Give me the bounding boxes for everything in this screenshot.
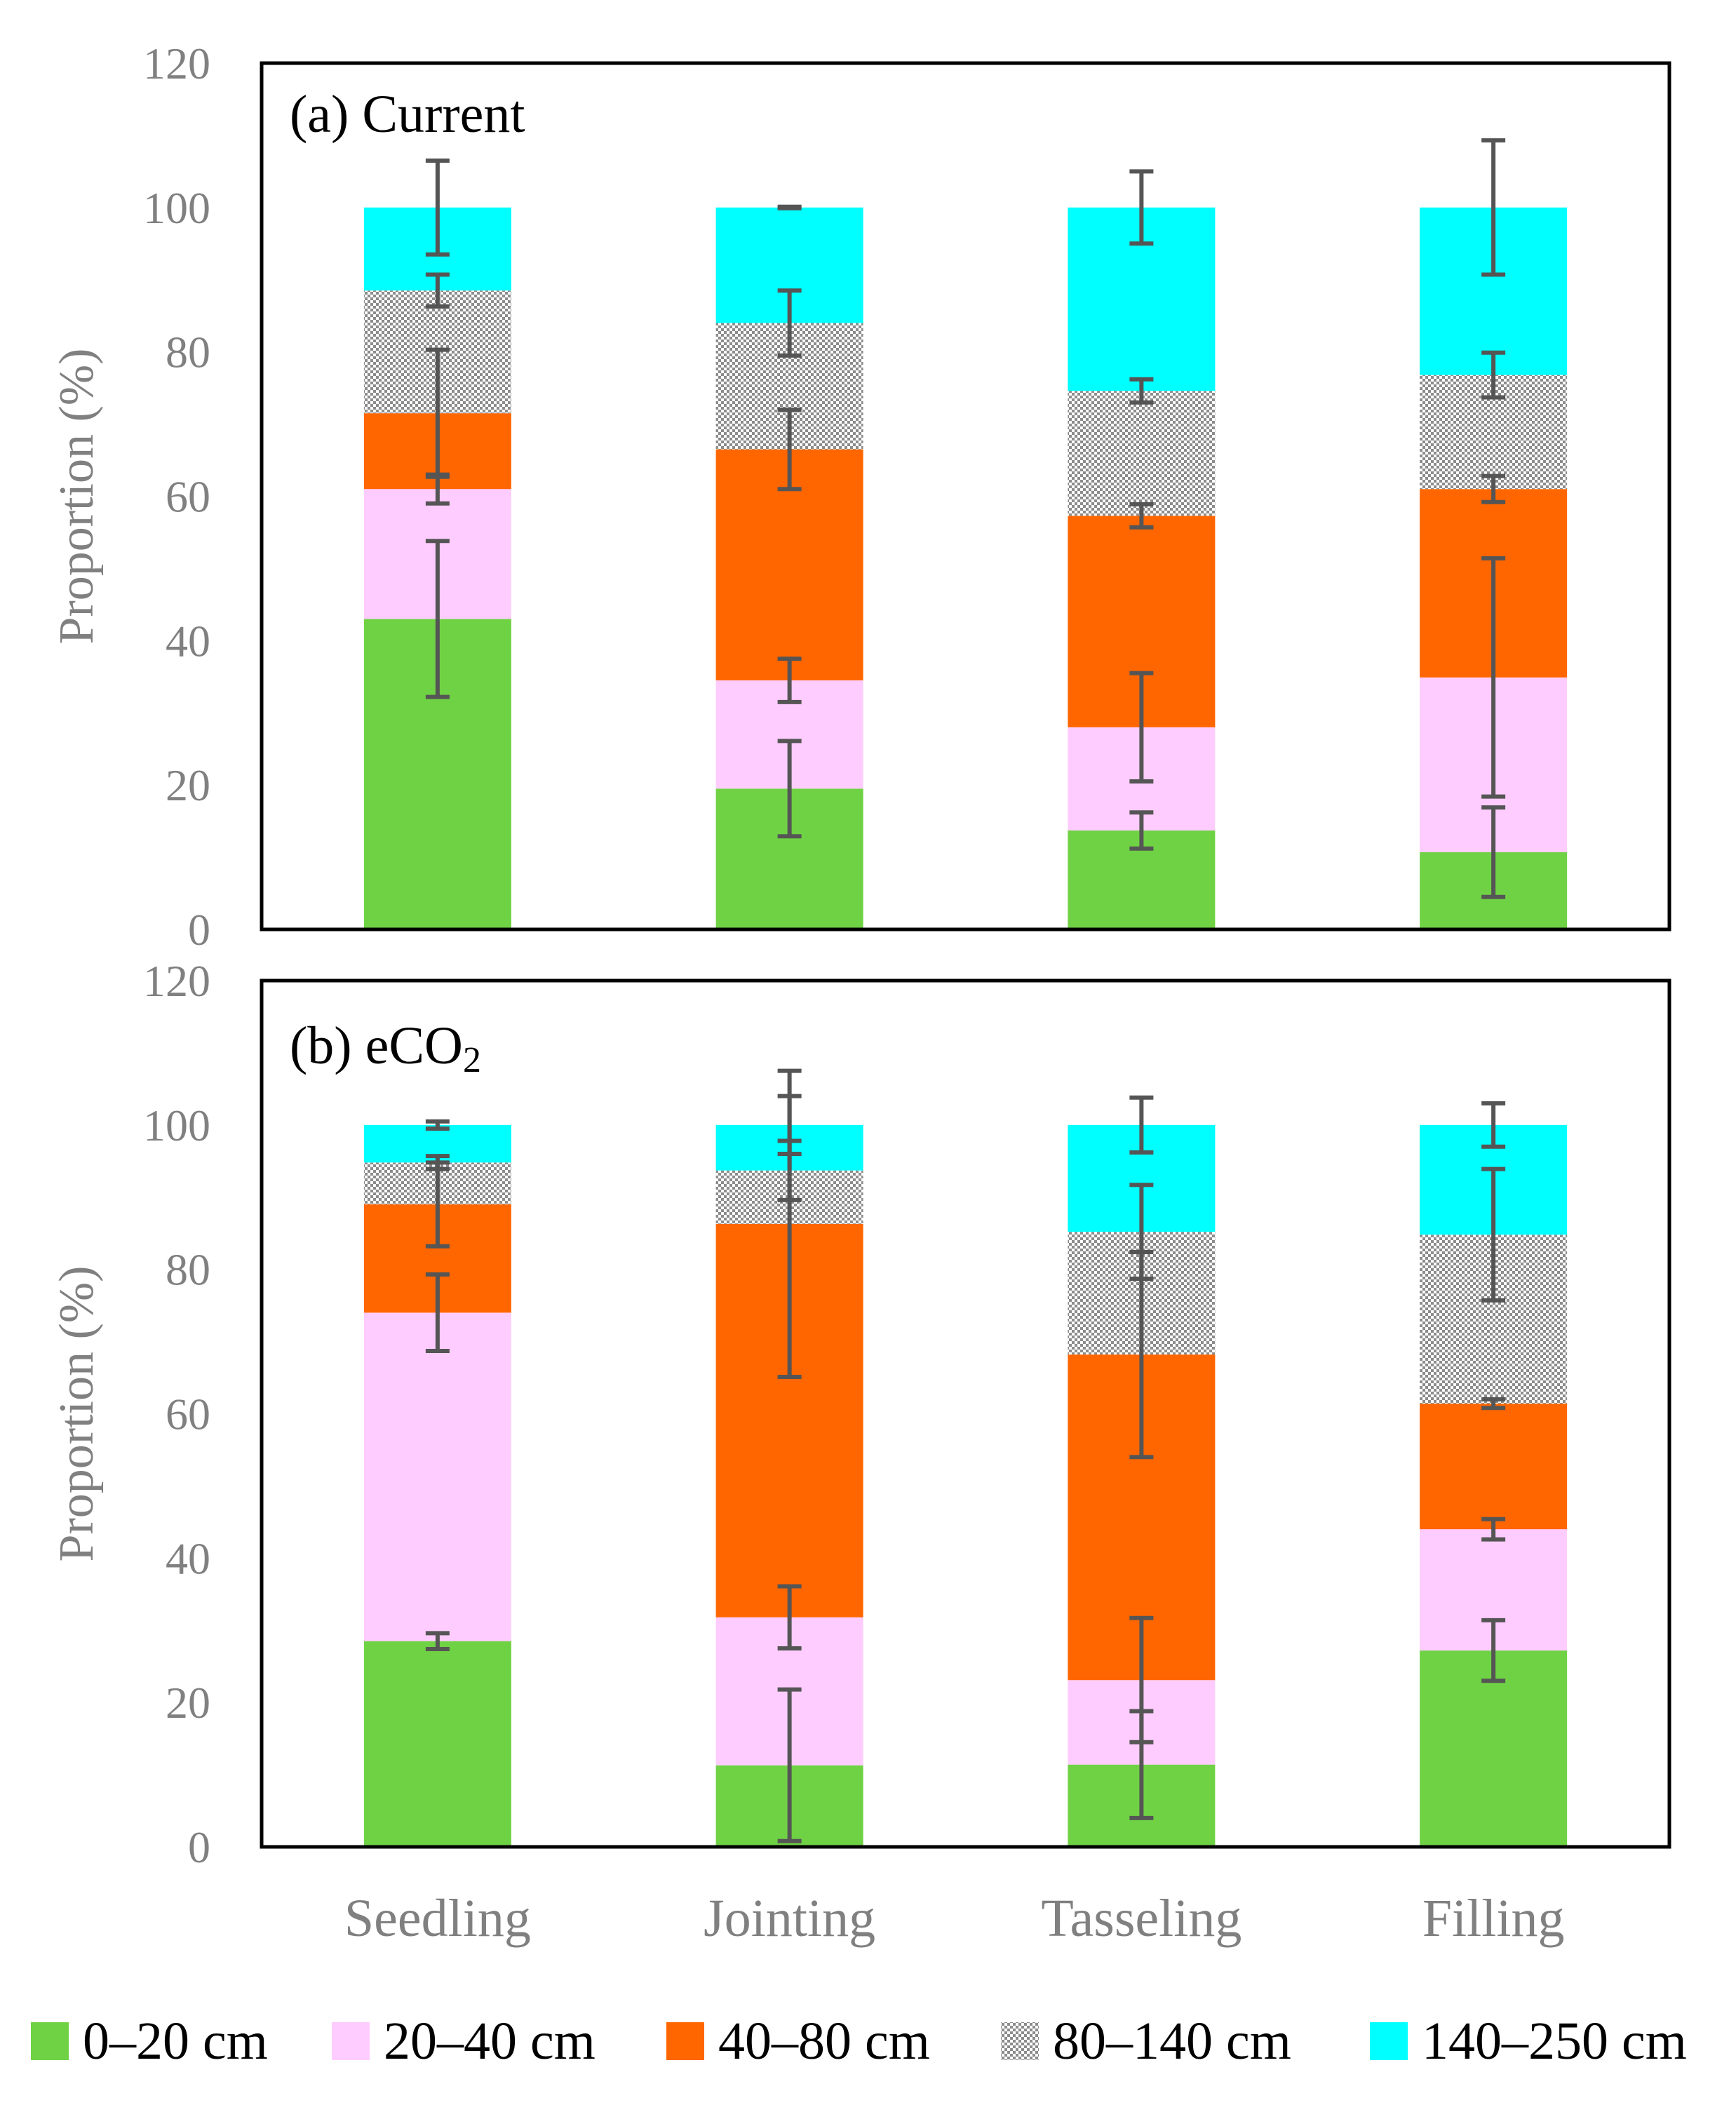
y-tick-label: 80 (166, 328, 210, 377)
error-bar-filling-series-2 (1481, 1516, 1506, 1542)
error-bar-tasseling-series-3 (1129, 502, 1154, 530)
x-category-label-filling: Filling (1422, 1889, 1565, 1948)
error-bar-seedling-series-5 (425, 158, 450, 257)
panel-b-eco2: 0 20 40 60 80 100 120 Proportion (%) (b) eCO2 See… (50, 956, 1671, 1948)
y-tick-label: 40 (166, 616, 210, 666)
legend-item-3: 40–80 cm (666, 2012, 930, 2071)
y-tick-label: 40 (166, 1533, 210, 1583)
error-bar-filling-series-2 (1481, 556, 1506, 799)
error-bar-seedling-series-1 (425, 539, 450, 699)
legend-label: 20–40 cm (384, 2012, 596, 2071)
legend-item-2: 20–40 cm (332, 2012, 596, 2071)
y-tick-label: 100 (143, 183, 210, 233)
error-bar-tasseling-series-1 (1129, 810, 1154, 851)
y-tick-label: 0 (188, 1822, 210, 1872)
error-bar-seedling-series-4 (425, 1154, 450, 1171)
y-tick-label: 120 (143, 39, 210, 88)
y-axis-label: Proportion (%) (50, 1266, 104, 1562)
error-bar-jointing-series-1 (777, 1687, 802, 1843)
error-bar-seedling-series-5 (425, 1119, 450, 1131)
error-bar-tasseling-series-4 (1129, 377, 1154, 405)
error-bar-filling-series-1 (1481, 805, 1506, 899)
plot-frame (260, 978, 1671, 1849)
error-bar-filling-series-4 (1481, 1166, 1506, 1303)
legend-swatch (666, 2022, 704, 2060)
x-category-label-seedling: Seedling (344, 1889, 531, 1948)
error-bar-filling-series-3 (1481, 473, 1506, 504)
error-bar-jointing-series-4 (777, 288, 802, 358)
panel-a-current: 0 20 40 60 80 100 120 Proportion (%) (a) Current (50, 39, 1671, 955)
error-bar-seedling-series-4 (425, 272, 450, 309)
legend-label: 80–140 cm (1053, 2012, 1291, 2071)
legend-swatch (1370, 2022, 1408, 2060)
y-axis-label: Proportion (%) (50, 349, 104, 645)
x-category-label-tasseling: Tasseling (1041, 1889, 1242, 1948)
y-tick-label: 80 (166, 1245, 210, 1295)
legend-swatch (332, 2022, 370, 2060)
bar-segment-seedling-series-1 (363, 1641, 511, 1847)
bar-segment-tasseling-series-4 (1068, 391, 1216, 516)
panel-title: (b) eCO2 (290, 1016, 481, 1080)
bar-segment-seedling-series-2 (363, 1312, 511, 1641)
legend-item-1: 0–20 cm (31, 2012, 268, 2071)
y-tick-label: 100 (143, 1101, 210, 1150)
error-bar-filling-series-1 (1481, 1618, 1506, 1683)
error-bar-tasseling-series-2 (1129, 1615, 1154, 1744)
error-bar-filling-series-5 (1481, 138, 1506, 277)
legend-item-4: 80–140 cm (1001, 2012, 1291, 2071)
legend: 0–20 cm 20–40 cm 40–80 cm 80–140 cm 140–250 … (31, 2012, 1687, 2071)
error-bar-jointing-series-1 (777, 739, 802, 839)
legend-label: 40–80 cm (718, 2012, 930, 2071)
error-bar-seedling-series-2 (425, 1272, 450, 1353)
error-bar-jointing-series-2 (777, 657, 802, 704)
legend-label: 0–20 cm (83, 2012, 268, 2071)
error-bar-seedling-series-1 (425, 1631, 450, 1652)
error-bar-tasseling-series-2 (1129, 671, 1154, 784)
legend-label: 140–250 cm (1422, 2012, 1687, 2071)
error-bar-filling-series-5 (1481, 1101, 1506, 1149)
error-bar-jointing-series-3 (777, 408, 802, 492)
bar-segment-filling-series-1 (1420, 1650, 1568, 1847)
error-bar-tasseling-series-4 (1129, 1183, 1154, 1282)
error-bar-jointing-series-5 (777, 204, 802, 210)
y-tick-label: 60 (166, 1390, 210, 1439)
legend-swatch (1001, 2022, 1039, 2060)
error-bar-filling-series-4 (1481, 350, 1506, 400)
panel-title: (a) Current (290, 85, 525, 144)
error-bar-jointing-series-2 (777, 1584, 802, 1650)
y-tick-label: 120 (143, 956, 210, 1006)
error-bar-filling-series-3 (1481, 1397, 1506, 1411)
y-tick-label: 20 (166, 760, 210, 810)
y-tick-label: 20 (166, 1678, 210, 1728)
bar-segment-filling-series-3 (1420, 1404, 1568, 1530)
plot-frame (260, 61, 1671, 932)
error-bar-jointing-series-5 (777, 1094, 802, 1156)
x-category-label-jointing: Jointing (704, 1889, 875, 1948)
legend-swatch (31, 2022, 69, 2060)
error-bar-tasseling-series-5 (1129, 1095, 1154, 1155)
error-bar-tasseling-series-5 (1129, 169, 1154, 246)
y-tick-label: 0 (188, 905, 210, 955)
y-tick-label: 60 (166, 472, 210, 522)
legend-item-5: 140–250 cm (1370, 2012, 1687, 2071)
error-bar-seedling-series-3 (425, 347, 450, 479)
